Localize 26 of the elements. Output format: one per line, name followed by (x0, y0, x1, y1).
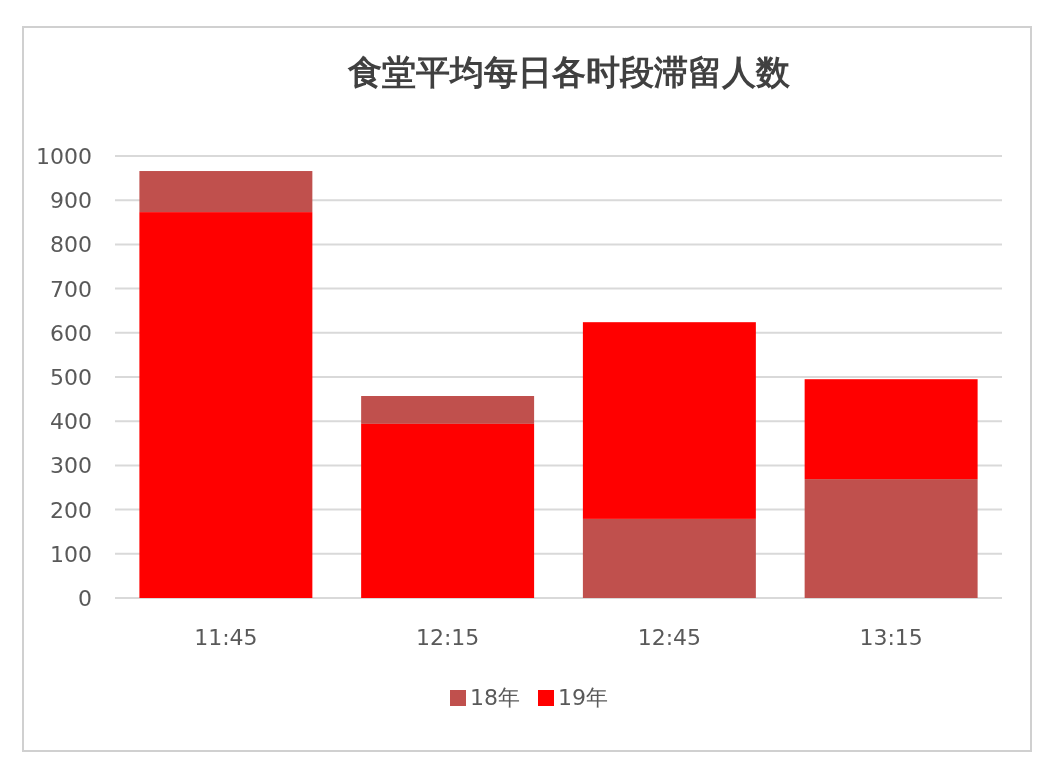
y-tick-label: 0 (78, 586, 92, 611)
legend-label: 19年 (558, 685, 608, 710)
bar (361, 396, 535, 424)
y-tick-label: 300 (50, 453, 92, 479)
x-tick-label: 13:15 (859, 625, 923, 650)
bar (139, 171, 313, 213)
bar (804, 479, 978, 598)
bar (361, 423, 535, 598)
y-tick-label: 500 (50, 365, 92, 390)
y-tick-label: 400 (50, 409, 92, 435)
y-tick-label: 1000 (36, 144, 92, 169)
bar (139, 212, 313, 598)
bar (804, 379, 978, 480)
bar (582, 518, 756, 598)
x-tick-label: 12:15 (415, 625, 480, 650)
legend-label: 18年 (470, 685, 520, 710)
y-tick-label: 900 (50, 188, 92, 214)
y-tick-label: 100 (50, 541, 92, 567)
y-tick-label: 600 (50, 320, 92, 346)
y-tick-label: 700 (50, 276, 92, 302)
y-tick-label: 200 (50, 497, 92, 523)
x-tick-label: 11:45 (194, 625, 258, 650)
x-tick-label: 12:45 (637, 625, 702, 650)
bar (582, 322, 756, 519)
y-tick-label: 800 (50, 232, 92, 258)
chart-title: 食堂平均每日各时段滞留人数 (346, 52, 791, 92)
